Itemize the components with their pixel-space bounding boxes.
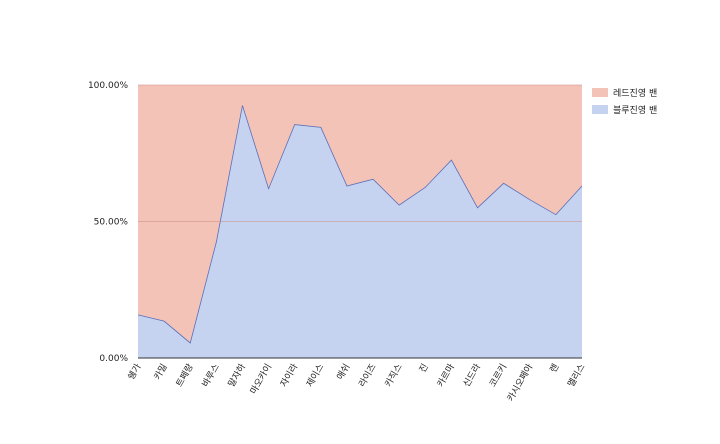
- area-layer: [137, 85, 583, 358]
- legend-label: 블루진영 밴: [613, 105, 657, 116]
- y-tick-label: 0.00%: [99, 354, 128, 364]
- x-tick-label: 라이즈: [357, 362, 379, 389]
- x-tick-label: 애쉬: [335, 362, 353, 382]
- legend-label: 레드진영 밴: [613, 88, 657, 99]
- y-tick-label: 100.00%: [88, 81, 128, 91]
- x-axis: 쉥가 카밀 트페랑 바루스 말자하 마오카이 자이라 제이스 애쉬 라이즈 카직스 진 카르마 신드라 코르…: [126, 361, 588, 403]
- x-tick-label: 바루스: [200, 362, 222, 389]
- x-tick-label: 쉥가: [126, 362, 144, 382]
- gridlines: [138, 84, 582, 359]
- x-tick-label: 말자하: [225, 361, 248, 389]
- x-tick-label: 자이라: [278, 361, 300, 389]
- legend-swatch: [592, 105, 608, 114]
- x-tick-label: 제이스: [304, 362, 326, 389]
- x-tick-label: 카시오페아: [505, 361, 536, 403]
- x-tick-label: 렌: [548, 362, 562, 375]
- x-tick-label: 마오카이: [248, 362, 274, 396]
- y-tick-label: 50.00%: [94, 218, 129, 228]
- x-tick-label: 멜리스: [565, 362, 588, 390]
- x-tick-label: 카르마: [435, 361, 457, 389]
- x-tick-label: 코르키: [487, 362, 509, 389]
- series-boundary-line: [137, 105, 583, 344]
- x-tick-label: 트페랑: [173, 362, 196, 390]
- y-axis: 0.00% 50.00% 100.00%: [88, 81, 128, 364]
- area-red-side-bans: [138, 85, 582, 343]
- legend-swatch: [592, 88, 608, 97]
- x-tick-label: 카직스: [383, 362, 405, 389]
- x-tick-label: 진: [417, 362, 431, 375]
- x-tick-label: 신드라: [461, 361, 483, 389]
- x-tick-label: 카밀: [151, 362, 170, 382]
- area-blue-side-bans: [138, 105, 582, 358]
